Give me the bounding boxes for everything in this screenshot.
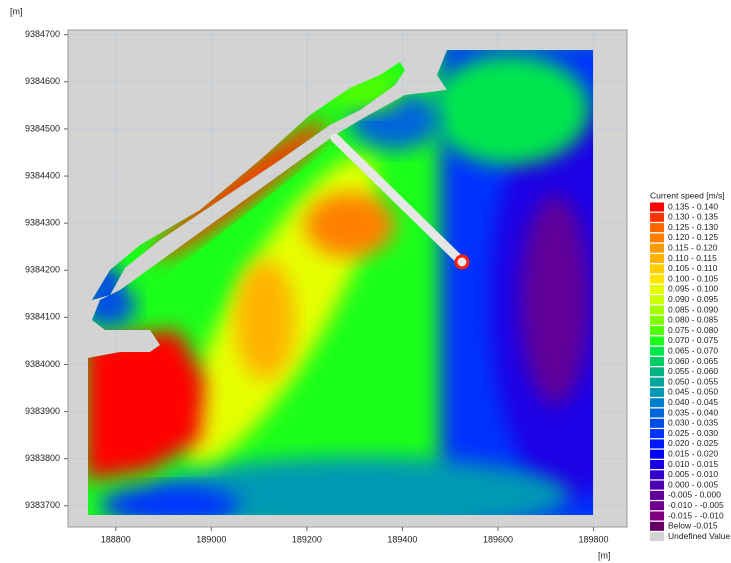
legend-title: Current speed [m/s]: [650, 190, 725, 200]
legend-label: 0.065 - 0.070: [668, 345, 718, 355]
legend-swatch: [650, 460, 664, 469]
x-tick-label: 189000: [196, 534, 226, 544]
legend-swatch: [650, 419, 664, 428]
legend-swatch: [650, 213, 664, 222]
x-tick-label: 189800: [579, 534, 609, 544]
legend-label: 0.070 - 0.075: [668, 335, 718, 345]
contour-region: [520, 195, 590, 405]
legend-label: 0.105 - 0.110: [668, 263, 718, 273]
legend-swatch: [650, 388, 664, 397]
x-tick-label: 188800: [101, 534, 131, 544]
legend-swatch: [650, 275, 664, 284]
legend-label: 0.100 - 0.105: [668, 273, 718, 283]
legend-label: 0.030 - 0.035: [668, 418, 718, 428]
legend-swatch: [650, 481, 664, 490]
legend-swatch: [650, 398, 664, 407]
legend-swatch: [650, 316, 664, 325]
legend-swatch: [650, 223, 664, 232]
legend-label: 0.125 - 0.130: [668, 222, 718, 232]
y-tick-label: 9384600: [25, 76, 60, 86]
legend-swatch: [650, 470, 664, 479]
y-tick-label: 9384400: [25, 170, 60, 180]
legend-label: 0.040 - 0.045: [668, 397, 718, 407]
legend-label: 0.055 - 0.060: [668, 366, 718, 376]
legend-label: 0.045 - 0.050: [668, 387, 718, 397]
legend-swatch: [650, 512, 664, 521]
legend-swatch: [650, 522, 664, 531]
legend-label: -0.010 - -0.005: [668, 500, 724, 510]
y-tick-label: 9384700: [25, 29, 60, 39]
x-axis-label: [m]: [598, 550, 611, 560]
legend-label: 0.050 - 0.055: [668, 376, 718, 386]
legend-label: 0.115 - 0.120: [668, 242, 718, 252]
legend-swatch: [650, 285, 664, 294]
legend-label: 0.005 - 0.010: [668, 469, 718, 479]
y-tick-label: 9383700: [25, 500, 60, 510]
y-tick-label: 9383800: [25, 453, 60, 463]
legend-label: 0.035 - 0.040: [668, 407, 718, 417]
legend-label: 0.110 - 0.115: [668, 253, 717, 263]
legend-swatch: [650, 357, 664, 366]
legend-swatch: [650, 450, 664, 459]
legend-swatch: [650, 367, 664, 376]
legend-label: 0.135 - 0.140: [668, 201, 718, 211]
legend-swatch: [650, 264, 664, 273]
legend-label: 0.060 - 0.065: [668, 356, 718, 366]
legend-label: 0.095 - 0.100: [668, 284, 718, 294]
chart: [m] [m] Current speed [m/s] 0.135 - 0.14…: [0, 0, 731, 563]
legend-swatch: [650, 203, 664, 212]
legend-label: 0.120 - 0.125: [668, 232, 718, 242]
legend-label: 0.080 - 0.085: [668, 315, 718, 325]
legend-label: 0.085 - 0.090: [668, 304, 718, 314]
legend-label: 0.130 - 0.135: [668, 212, 718, 222]
contour-region: [235, 260, 295, 380]
legend-swatch: [650, 326, 664, 335]
y-tick-label: 9383900: [25, 406, 60, 416]
legend-label: 0.075 - 0.080: [668, 325, 718, 335]
legend-label: 0.025 - 0.030: [668, 428, 718, 438]
legend-label: -0.005 - 0.000: [668, 490, 721, 500]
contour-region: [305, 193, 395, 257]
legend-label: 0.015 - 0.020: [668, 448, 718, 458]
legend-label: 0.020 - 0.025: [668, 438, 718, 448]
legend-label: Below -0.015: [668, 521, 718, 531]
y-tick-label: 9384100: [25, 312, 60, 322]
legend-swatch: [650, 378, 664, 387]
legend-swatch: [650, 347, 664, 356]
legend-swatch: [650, 439, 664, 448]
y-tick-label: 9384500: [25, 123, 60, 133]
legend-swatch: [650, 491, 664, 500]
y-tick-label: 9384300: [25, 218, 60, 228]
y-axis-label: [m]: [10, 6, 23, 16]
legend-swatch: [650, 429, 664, 438]
legend-swatch: [650, 244, 664, 253]
legend-label: -0.015 - -0.010: [668, 510, 724, 520]
legend-swatch: [650, 254, 664, 263]
legend-swatch: [650, 501, 664, 510]
contour-region: [430, 55, 590, 165]
x-tick-label: 189600: [483, 534, 513, 544]
legend-swatch: [650, 233, 664, 242]
legend-swatch: [650, 306, 664, 315]
legend-swatch: [650, 532, 664, 541]
legend-swatch: [650, 336, 664, 345]
legend-label: 0.090 - 0.095: [668, 294, 718, 304]
legend-label: 0.000 - 0.005: [668, 479, 718, 489]
legend-label: Undefined Value: [668, 531, 730, 541]
legend-swatch: [650, 295, 664, 304]
y-tick-label: 9384000: [25, 359, 60, 369]
legend-label: 0.010 - 0.015: [668, 459, 718, 469]
y-tick-label: 9384200: [25, 265, 60, 275]
x-tick-label: 189400: [387, 534, 417, 544]
legend-swatch: [650, 409, 664, 418]
x-tick-label: 189200: [292, 534, 322, 544]
